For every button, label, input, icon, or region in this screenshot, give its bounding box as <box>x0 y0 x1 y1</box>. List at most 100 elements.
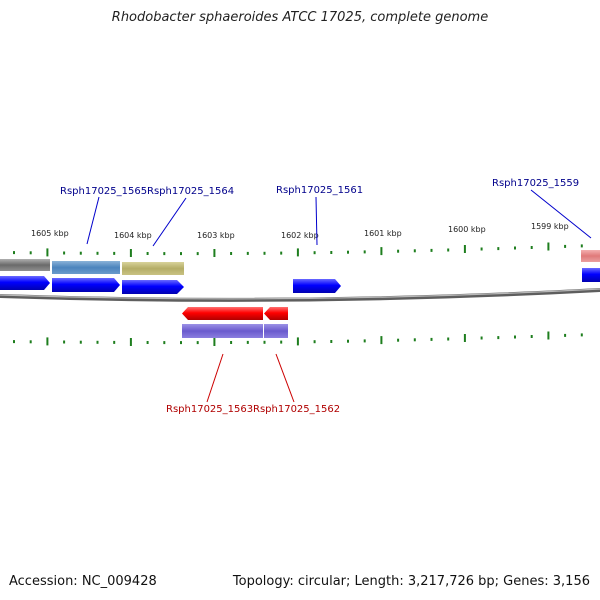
minor-tick <box>363 339 366 343</box>
minor-tick <box>63 340 66 344</box>
minor-tick <box>146 252 149 255</box>
genome-summary: Topology: circular; Length: 3,217,726 bp… <box>232 574 590 589</box>
cds-reverse-1562[interactable] <box>264 307 288 320</box>
gene-label-forward[interactable]: Rsph17025_1559 <box>492 178 579 189</box>
minor-tick <box>313 340 316 344</box>
minor-tick <box>413 338 416 342</box>
minor-tick <box>13 340 15 344</box>
tick-track-top <box>13 242 583 257</box>
leader-line <box>530 189 592 239</box>
minor-tick <box>347 339 349 343</box>
minor-tick <box>79 251 82 255</box>
minor-tick <box>397 338 400 342</box>
minor-tick <box>29 251 32 255</box>
major-tick <box>547 331 550 340</box>
leader-line <box>86 196 100 245</box>
minor-tick <box>413 249 416 253</box>
scale-label: 1601 kbp <box>364 229 402 238</box>
minor-tick <box>397 249 400 253</box>
leader-line <box>206 353 224 403</box>
genome-backbone <box>0 288 600 302</box>
tick-track-bottom <box>13 331 583 346</box>
cds-forward-1561[interactable] <box>293 279 341 293</box>
leader-line <box>275 353 295 403</box>
minor-tick <box>564 244 567 248</box>
minor-tick <box>363 250 366 254</box>
minor-tick <box>230 341 233 344</box>
leader-line <box>152 197 187 247</box>
minor-tick <box>530 246 533 249</box>
scale-label: 1599 kbp <box>531 222 569 231</box>
cds-forward-1565[interactable] <box>52 278 120 292</box>
gene-label-reverse[interactable]: Rsph17025_1562 <box>253 404 340 415</box>
minor-tick <box>79 340 82 344</box>
scale-label: 1602 kbp <box>281 231 319 240</box>
minor-tick <box>280 251 283 255</box>
minor-tick <box>246 251 249 255</box>
minor-tick <box>480 336 483 340</box>
minor-tick <box>497 247 500 251</box>
cds-forward-1564[interactable] <box>122 280 184 294</box>
gene-label-forward[interactable]: Rsph17025_1564 <box>147 186 234 197</box>
major-tick <box>46 248 49 257</box>
minor-tick <box>497 336 500 340</box>
genome-backbone-highlight <box>0 288 600 300</box>
feature-purple-1563[interactable] <box>182 324 263 338</box>
minor-tick <box>280 340 283 344</box>
minor-tick <box>330 340 333 343</box>
major-tick <box>380 247 383 256</box>
minor-tick <box>163 341 166 345</box>
major-tick <box>129 338 132 346</box>
major-tick <box>296 248 299 257</box>
minor-tick <box>13 251 15 255</box>
feature-gray[interactable] <box>0 259 50 271</box>
feature-pink[interactable] <box>581 250 600 262</box>
minor-tick <box>180 252 182 256</box>
cds-forward-1[interactable] <box>0 276 50 290</box>
major-tick <box>296 337 299 346</box>
scale-label: 1604 kbp <box>114 231 152 240</box>
feature-steel-blue[interactable] <box>52 261 120 274</box>
minor-tick <box>430 337 433 341</box>
minor-tick <box>447 248 450 252</box>
minor-tick <box>347 250 349 254</box>
minor-tick <box>514 246 516 250</box>
leader-line <box>315 196 318 246</box>
minor-tick <box>313 251 316 255</box>
major-tick <box>547 242 550 251</box>
major-tick <box>380 336 383 345</box>
minor-tick <box>113 340 116 344</box>
gene-label-forward[interactable]: Rsph17025_1561 <box>276 185 363 196</box>
minor-tick <box>163 252 166 256</box>
feature-khaki[interactable] <box>122 262 184 275</box>
major-tick <box>46 337 49 346</box>
minor-tick <box>514 335 516 339</box>
feature-purple-1562[interactable] <box>264 324 288 338</box>
scale-label: 1605 kbp <box>31 229 69 238</box>
major-tick <box>213 338 216 346</box>
major-tick <box>213 249 216 257</box>
minor-tick <box>480 247 483 251</box>
major-tick <box>463 245 466 253</box>
minor-tick <box>230 252 233 255</box>
minor-tick <box>196 341 199 345</box>
cds-forward-1559[interactable] <box>582 268 600 282</box>
accession-label: Accession: NC_009428 <box>9 574 157 589</box>
minor-tick <box>580 333 583 337</box>
minor-tick <box>580 244 583 248</box>
minor-tick <box>447 337 450 341</box>
minor-tick <box>180 341 182 345</box>
minor-tick <box>146 341 149 344</box>
minor-tick <box>564 333 567 337</box>
minor-tick <box>246 340 249 344</box>
gene-label-forward[interactable]: Rsph17025_1565 <box>60 186 147 197</box>
cds-reverse-1563[interactable] <box>182 307 263 320</box>
minor-tick <box>196 252 199 256</box>
minor-tick <box>29 340 32 344</box>
minor-tick <box>96 340 99 344</box>
minor-tick <box>263 251 266 255</box>
gene-label-reverse[interactable]: Rsph17025_1563 <box>166 404 253 415</box>
minor-tick <box>530 335 533 338</box>
scale-label: 1600 kbp <box>448 225 486 234</box>
